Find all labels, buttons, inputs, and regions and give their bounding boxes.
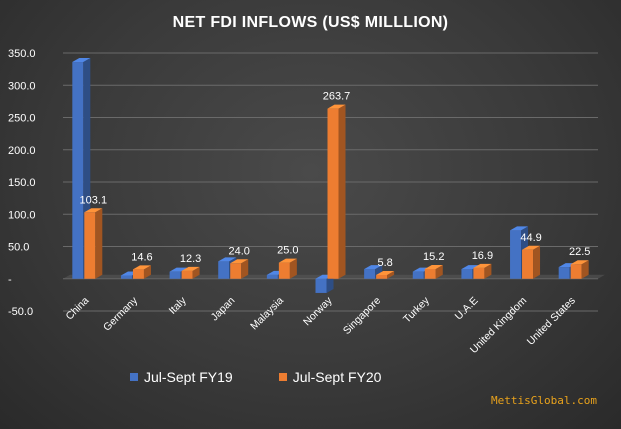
bar-fy20 — [84, 212, 96, 279]
bar-fy20-side — [581, 260, 589, 279]
legend-label-fy20: Jul-Sept FY20 — [292, 369, 382, 385]
bar-fy20-top — [181, 266, 200, 271]
bar-fy19-top — [510, 226, 529, 231]
y-tick-label: 50.0 — [8, 242, 29, 254]
bar-fy20-side — [241, 259, 249, 279]
bar-fy20-side — [289, 258, 297, 279]
bar-fy20-side — [338, 104, 346, 279]
bar-fy20 — [230, 263, 242, 279]
bar-fy19 — [461, 269, 473, 279]
data-label-fy20: 103.1 — [80, 194, 108, 206]
bar-fy20 — [570, 264, 582, 279]
bar-fy20-side — [143, 265, 151, 279]
bar-fy19 — [266, 274, 278, 279]
y-tick-label: -50.0 — [8, 306, 33, 318]
bar-fy19 — [169, 271, 181, 279]
y-tick-label: 200.0 — [8, 145, 36, 157]
legend-swatch-fy20 — [278, 373, 287, 381]
x-category-label: China — [64, 295, 92, 323]
data-label-fy20: 12.3 — [180, 253, 201, 265]
bar-fy20 — [376, 275, 388, 279]
bar-fy20 — [424, 268, 436, 279]
data-label-fy20: 44.9 — [520, 232, 541, 244]
y-tick-label: 300.0 — [8, 80, 36, 92]
bar-fy20-top — [278, 258, 297, 263]
legend-item-fy20: Jul-Sept FY20 — [278, 369, 382, 385]
bar-fy20-top — [327, 104, 346, 109]
bar-fy20-side — [387, 271, 395, 279]
bar-fy20-side — [192, 266, 200, 279]
bar-fy20 — [278, 262, 290, 279]
y-tick-label: 350.0 — [8, 48, 36, 60]
legend-label-fy19: Jul-Sept FY19 — [144, 369, 233, 385]
x-category-label: Turkey — [401, 294, 432, 325]
x-category-label: Singapore — [341, 295, 383, 337]
data-label-fy20: 5.8 — [377, 257, 392, 269]
bar-fy20-top — [230, 259, 249, 264]
x-category-label: Japan — [209, 295, 238, 324]
bar-fy19 — [510, 230, 522, 279]
data-label-fy20: 15.2 — [423, 251, 444, 263]
bar-fy20-top — [570, 260, 589, 265]
bar-fy20 — [473, 267, 485, 279]
bar-fy19 — [412, 271, 424, 279]
bar-fy20 — [132, 269, 144, 279]
bar-fy20-side — [95, 208, 103, 279]
watermark: MettisGlobal.com — [491, 394, 597, 407]
bar-fy20-top — [84, 208, 103, 213]
bar-fy20 — [327, 108, 339, 279]
bar-fy20-top — [132, 265, 151, 270]
bar-fy20-side — [533, 245, 541, 279]
y-tick-label: 150.0 — [8, 177, 36, 189]
bar-fy20-side — [484, 263, 492, 279]
data-label-fy20: 14.6 — [131, 251, 152, 263]
data-label-fy20: 263.7 — [323, 91, 351, 103]
x-category-label: Germany — [101, 294, 141, 334]
bar-fy19 — [218, 261, 230, 279]
data-label-fy20: 24.0 — [229, 245, 250, 257]
bar-fy20 — [522, 249, 534, 279]
bar-fy19-top — [364, 265, 383, 270]
x-category-label: Italy — [167, 294, 190, 317]
x-category-label: U.A.E — [453, 295, 481, 323]
data-label-fy20: 22.5 — [569, 246, 590, 258]
bar-fy20-top — [522, 245, 541, 250]
bar-fy19 — [364, 269, 376, 279]
y-tick-label: 250.0 — [8, 113, 36, 125]
data-label-fy20: 25.0 — [277, 245, 298, 257]
data-label-fy20: 16.9 — [472, 250, 493, 262]
x-category-label: United States — [525, 295, 578, 348]
bar-fy19-top — [169, 267, 188, 272]
legend-swatch-fy19 — [130, 373, 138, 381]
x-category-label: Malaysia — [248, 295, 286, 333]
bar-fy19-top — [72, 58, 91, 63]
bar-fy19-top — [461, 265, 480, 270]
y-tick-label: 100.0 — [8, 209, 36, 221]
bar-fy20-top — [424, 264, 443, 269]
bar-fy19 — [72, 62, 84, 279]
bar-fy19 — [120, 275, 132, 279]
bar-fy20-top — [376, 271, 395, 276]
bar-fy19 — [315, 278, 327, 293]
bar-fy20-side — [435, 264, 443, 279]
bar-fy20-top — [473, 263, 492, 268]
bar-fy19 — [558, 267, 570, 279]
legend: Jul-Sept FY19 Jul-Sept FY20 — [130, 369, 381, 385]
y-tick-label: - — [8, 274, 12, 286]
bar-fy19-side — [326, 274, 334, 293]
bar-fy19-top — [218, 257, 237, 262]
chart-title: NET FDI INFLOWS (US$ MILLLION) — [172, 14, 449, 31]
bar-fy20 — [181, 270, 193, 279]
legend-item-fy19: Jul-Sept FY19 — [130, 369, 233, 385]
